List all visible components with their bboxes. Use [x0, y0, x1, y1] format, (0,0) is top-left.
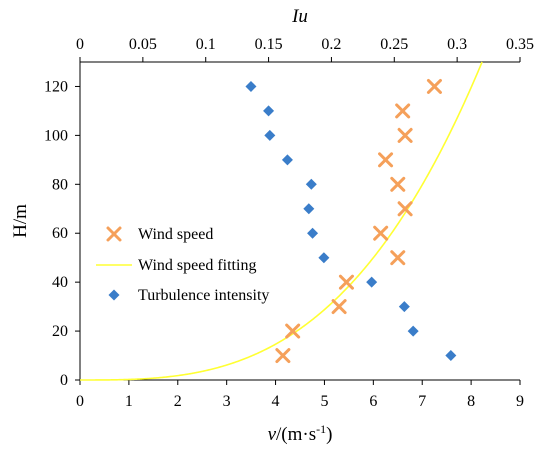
- left-tick-label: 100: [44, 127, 68, 144]
- turbulence-intensity-point: [263, 105, 275, 117]
- bottom-ticks: 0 1 2 3 4 5 6 7 8 9: [76, 380, 524, 410]
- left-tick-label: 0: [60, 372, 68, 389]
- top-tick-label: 0.1: [196, 36, 216, 53]
- bottom-tick-label: 1: [125, 393, 133, 410]
- top-tick-label: 0: [76, 36, 84, 53]
- bottom-axis-title: v/(m·s-1): [268, 422, 333, 445]
- top-ticks: 0 0.05 0.1 0.15 0.2 0.25 0.3 0.35: [76, 36, 534, 62]
- bottom-tick-label: 2: [174, 393, 182, 410]
- wind-speed-point: [285, 323, 301, 339]
- top-tick-label: 0.2: [321, 36, 341, 53]
- legend-label-wind-speed: Wind speed: [138, 226, 213, 243]
- turbulence-intensity-point: [305, 178, 317, 190]
- turbulence-intensity-point: [281, 154, 293, 166]
- wind-speed-point: [390, 176, 406, 192]
- left-tick-label: 60: [52, 225, 68, 242]
- bottom-tick-label: 8: [467, 393, 475, 410]
- legend-item-turbulence-intensity: Turbulence intensity: [108, 287, 269, 304]
- wind-speed-point: [331, 299, 347, 315]
- wind-speed-point: [395, 103, 411, 119]
- legend-label-turbulence-intensity: Turbulence intensity: [138, 287, 269, 304]
- left-tick-label: 120: [44, 78, 68, 95]
- wind-speed-point: [390, 250, 406, 266]
- wind-speed-point: [397, 127, 413, 143]
- bottom-axis-title-main: v: [268, 424, 277, 445]
- bottom-tick-label: 3: [223, 393, 231, 410]
- fit-curve-layer: [80, 61, 483, 381]
- wind-speed-point: [426, 78, 442, 94]
- turbulence-intensity-point: [245, 80, 257, 92]
- top-tick-label: 0.3: [447, 36, 467, 53]
- turbulence-intensity-point: [303, 203, 315, 215]
- top-tick-label: 0.15: [255, 36, 283, 53]
- data-marks: [245, 78, 457, 364]
- legend-marker-turbulence-intensity: [108, 289, 120, 301]
- bottom-axis-title-close: ): [326, 424, 332, 445]
- wind-speed-point: [397, 201, 413, 217]
- legend-item-wind-speed: Wind speed: [106, 226, 213, 243]
- wind-speed-point: [378, 152, 394, 168]
- turbulence-intensity-point: [407, 325, 419, 337]
- turbulence-intensity-point: [307, 227, 319, 239]
- turbulence-intensity-point: [398, 301, 410, 313]
- wind-speed-point: [338, 274, 354, 290]
- left-tick-label: 80: [52, 176, 68, 193]
- top-axis-title: Iu: [291, 6, 308, 27]
- wind-speed-point: [275, 348, 291, 364]
- legend: Wind speed Wind speed fitting Turbulence…: [96, 226, 269, 304]
- top-tick-label: 0.25: [380, 36, 408, 53]
- bottom-axis-title-unit: /(m·s: [276, 424, 316, 445]
- bottom-tick-label: 0: [76, 393, 84, 410]
- y-axis-title: H/m: [10, 204, 31, 238]
- top-tick-label: 0.35: [506, 36, 534, 53]
- left-tick-label: 40: [52, 274, 68, 291]
- bottom-tick-label: 7: [418, 393, 426, 410]
- top-tick-label: 0.05: [129, 36, 157, 53]
- turbulence-intensity-point: [264, 129, 276, 141]
- turbulence-intensity-point: [318, 252, 330, 264]
- wind-speed-fitting-curve: [80, 61, 483, 381]
- legend-item-wind-speed-fitting: Wind speed fitting: [96, 257, 256, 274]
- left-tick-label: 20: [52, 323, 68, 340]
- bottom-tick-label: 5: [320, 393, 328, 410]
- bottom-tick-label: 9: [516, 393, 524, 410]
- legend-marker-wind-speed: [106, 226, 122, 242]
- bottom-tick-label: 6: [369, 393, 377, 410]
- wind-speed-point: [373, 225, 389, 241]
- bottom-tick-label: 4: [272, 393, 280, 410]
- bottom-axis-title-exp: -1: [316, 422, 326, 436]
- turbulence-intensity-point: [366, 276, 378, 288]
- legend-label-wind-speed-fitting: Wind speed fitting: [138, 257, 256, 274]
- left-ticks: 0 20 40 60 80 100 120: [44, 78, 80, 389]
- turbulence-intensity-point: [445, 350, 457, 362]
